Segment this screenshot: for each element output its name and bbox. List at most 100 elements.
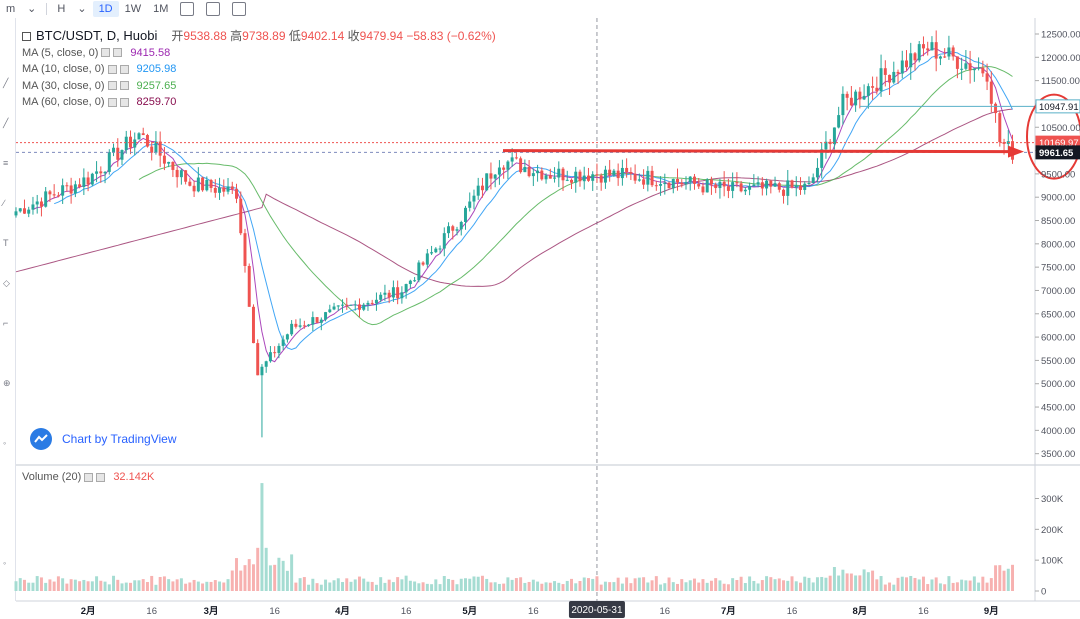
cursor-tool-icon[interactable]: ╱ [3, 78, 9, 88]
pattern-tool-icon[interactable]: ◇ [3, 278, 10, 288]
volume-bar [994, 565, 998, 591]
volume-bar [468, 578, 472, 591]
candle-body [905, 60, 908, 68]
interval-1d-button[interactable]: 1D [92, 1, 119, 17]
candle-body [760, 182, 764, 189]
volume-bar [201, 583, 205, 591]
chart-type-icon[interactable] [180, 2, 195, 16]
magnet-tool-icon[interactable]: ◦ [3, 438, 7, 448]
volume-bar [145, 582, 149, 591]
candle-body [960, 68, 964, 70]
tradingview-logo-icon [30, 428, 52, 450]
volume-bar [595, 576, 599, 591]
candle-body [646, 170, 650, 185]
x-tick-label: 16 [528, 606, 539, 617]
volume-bar [52, 581, 56, 591]
collapse-icon[interactable] [22, 31, 31, 41]
candle-body [230, 186, 234, 190]
candle-body [264, 361, 268, 367]
trash-tool-icon[interactable]: ◦ [3, 558, 7, 568]
candle-body [459, 222, 463, 230]
candle-body [998, 113, 1002, 143]
price-label-text: 10947.91 [1039, 102, 1079, 113]
volume-bar [230, 570, 234, 591]
candle-body [743, 189, 747, 192]
interval-hours-button[interactable]: H [57, 3, 66, 15]
brush-tool-icon[interactable]: ∕ [3, 198, 5, 208]
symbol-title[interactable]: BTC/USDT, D, Huobi [36, 28, 158, 43]
candle-body [654, 185, 658, 187]
volume-legend[interactable]: Volume (20) 32.142K [22, 471, 155, 483]
volume-bar [676, 583, 680, 591]
time-axis[interactable]: 2月163月164月165月166月167月168月169月2020-05-31 [81, 601, 999, 618]
volume-bar [938, 583, 942, 591]
candle-body [777, 183, 781, 190]
ma60-legend[interactable]: MA (60, close, 0) 8259.70 [22, 96, 177, 108]
volume-bar [977, 582, 981, 591]
volume-bar [120, 583, 124, 591]
volume-bar [235, 558, 238, 591]
volume-axis[interactable]: 0 100K 200K 300K [1035, 494, 1064, 598]
ma30-legend[interactable]: MA (30, close, 0) 9257.65 [22, 79, 177, 92]
candle-body [273, 352, 277, 354]
candle-body [625, 167, 629, 173]
interval-1m-button[interactable]: 1M [153, 3, 169, 15]
volume-bar [854, 575, 858, 591]
candle-body [824, 141, 828, 150]
volume-bar [629, 583, 633, 591]
chevron-down-icon[interactable]: ⌄ [77, 3, 87, 15]
tradingview-badge[interactable]: Chart by TradingView [30, 428, 177, 450]
volume-bar [951, 582, 955, 591]
volume-bar [582, 577, 586, 591]
chevron-down-icon[interactable]: ⌄ [27, 3, 37, 15]
candle-body [341, 304, 345, 306]
volume-bar [943, 584, 947, 591]
screenshot-icon[interactable] [232, 2, 247, 16]
candle-body [90, 173, 94, 185]
candle-body [989, 81, 993, 104]
settings-icon[interactable] [206, 2, 221, 16]
candle-body [251, 306, 255, 344]
volume-bar [574, 583, 578, 591]
volume-bar [167, 579, 171, 591]
volume-bar [459, 578, 463, 591]
candle-body [421, 262, 425, 265]
measure-tool-icon[interactable]: ⌐ [3, 318, 9, 328]
ma10-legend[interactable]: MA (10, close, 0) 9205.98 [22, 63, 177, 75]
volume-bar [765, 576, 769, 591]
volume-bar [659, 584, 663, 591]
candle-body [167, 161, 171, 164]
fib-tool-icon[interactable]: ≡ [3, 158, 9, 168]
volume-bar [307, 584, 311, 591]
candle-body [548, 175, 552, 179]
volume-bar [129, 582, 132, 591]
candle-body [315, 317, 319, 323]
volume-bar [264, 547, 268, 591]
interval-1w-button[interactable]: 1W [124, 3, 142, 15]
interval-minutes-button[interactable]: m [6, 3, 16, 15]
candle-body [336, 305, 340, 307]
volume-bar [548, 582, 552, 591]
volume-bar [311, 578, 315, 591]
candle-body [769, 180, 773, 187]
volume-bar [69, 579, 73, 591]
y-tick-label: 4500.00 [1041, 403, 1075, 414]
text-tool-icon[interactable]: T [3, 238, 9, 248]
ma5-legend[interactable]: MA (5, close, 0) 9415.58 [22, 46, 171, 59]
candle-body [756, 182, 760, 185]
candle-body [196, 177, 200, 192]
volume-bar [544, 582, 548, 591]
candle-body [947, 47, 951, 57]
candle-body [120, 150, 124, 160]
zoom-tool-icon[interactable]: ⊕ [3, 378, 11, 388]
volume-bar [756, 583, 760, 591]
candle-body [396, 287, 400, 299]
trendline-tool-icon[interactable]: ╱ [3, 118, 9, 128]
candle-body [519, 158, 523, 173]
volume-bar [837, 575, 841, 591]
volume-bar [811, 582, 815, 591]
candle-body [137, 133, 141, 140]
candle-body [455, 229, 459, 231]
volume-bar [646, 582, 650, 591]
